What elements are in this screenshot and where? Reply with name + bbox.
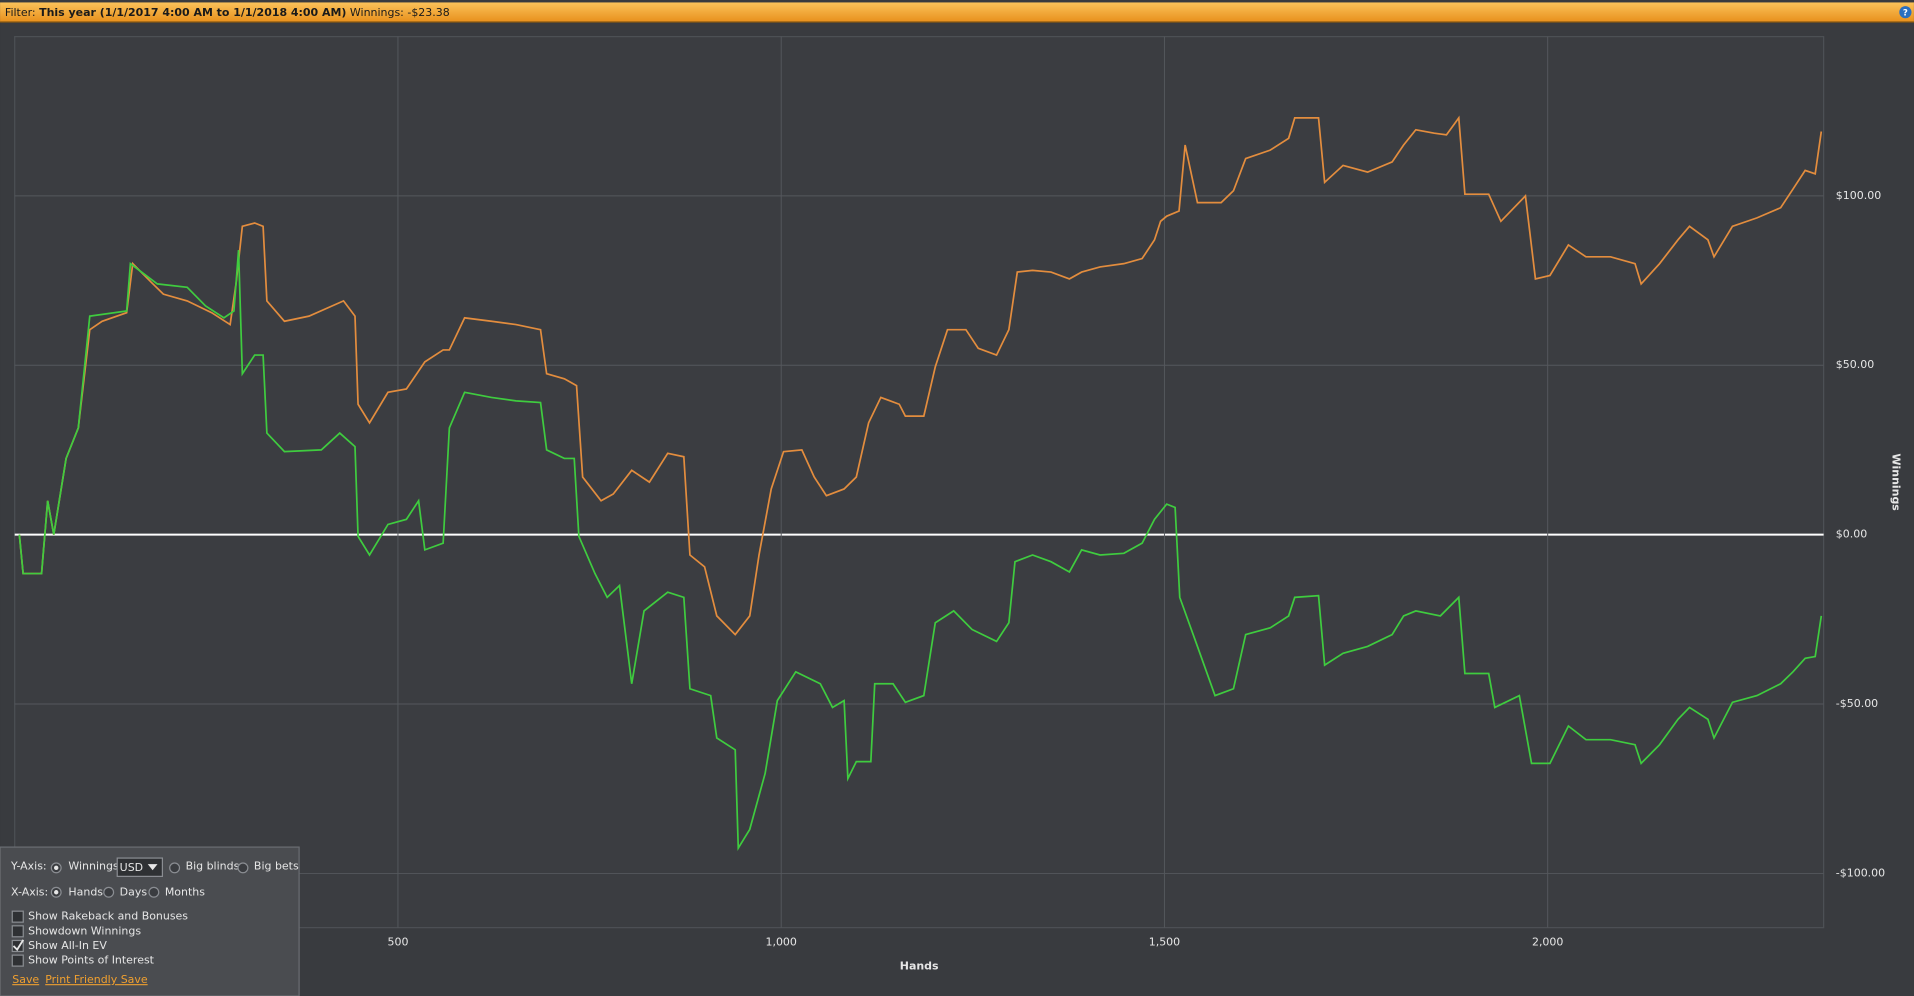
- filter-label: Filter:: [5, 6, 36, 19]
- winnings-label: Winnings:: [350, 6, 404, 19]
- filter-text: Filter: This year (1/1/2017 4:00 AM to 1…: [5, 6, 450, 19]
- currency-value: USD: [120, 861, 143, 874]
- checkbox[interactable]: [11, 939, 24, 953]
- y-axis-option: Winnings: [68, 860, 119, 873]
- radio-dot: [54, 890, 59, 895]
- checkbox-label: Showdown Winnings: [28, 924, 141, 937]
- radio-button[interactable]: [237, 862, 249, 874]
- checkmark: [12, 939, 25, 952]
- y-tick-label: $50.00: [1836, 358, 1874, 371]
- x-axis-label: X-Axis:: [11, 885, 48, 898]
- help-icon[interactable]: [1899, 6, 1912, 19]
- x-tick-label: 1,000: [765, 935, 796, 948]
- radio-dot: [54, 865, 59, 871]
- filter-range: This year (1/1/2017 4:00 AM to 1/1/2018 …: [39, 6, 346, 19]
- x-axis-option: Hands: [68, 885, 103, 898]
- link[interactable]: Print Friendly Save: [45, 973, 148, 986]
- y-tick-label: -$100.00: [1836, 866, 1885, 879]
- radio-button[interactable]: [103, 886, 115, 898]
- y-tick-label: $0.00: [1836, 528, 1867, 541]
- grid: [14, 36, 1824, 928]
- filter-bar: [0, 2, 1914, 22]
- link[interactable]: Save: [12, 973, 39, 986]
- dropdown-arrow: [147, 864, 158, 871]
- checkbox-label: Show All-In EV: [28, 939, 107, 952]
- plot-area: [14, 36, 1825, 929]
- x-axis-option: Days: [120, 885, 148, 898]
- y-axis-title: Winnings: [1890, 453, 1903, 511]
- series-line: [18, 250, 1823, 851]
- y-tick-label: -$50.00: [1836, 697, 1878, 710]
- currency-dropdown[interactable]: [116, 857, 164, 877]
- series-line: [18, 115, 1823, 636]
- x-tick-label: 2,000: [1532, 935, 1563, 948]
- radio-button[interactable]: [169, 862, 181, 874]
- y-tick-label: $100.00: [1836, 189, 1881, 202]
- checkbox[interactable]: [11, 910, 24, 923]
- checkbox[interactable]: [11, 954, 24, 967]
- control-panel: Y-Axis: Winnings USD Big blinds Big bets X-Ax…: [0, 846, 300, 996]
- checkbox[interactable]: [11, 925, 24, 938]
- x-axis-title: Hands: [900, 960, 939, 973]
- winnings-value: -$23.38: [407, 6, 449, 19]
- checkbox-label: Show Rakeback and Bonuses: [28, 910, 188, 923]
- y-axis-option: Big bets: [254, 860, 299, 873]
- x-tick-label: 500: [387, 935, 408, 948]
- y-axis-option: Big blinds: [186, 860, 240, 873]
- help-icon-glyph: ?: [1903, 8, 1908, 18]
- y-axis-label: Y-Axis:: [10, 860, 47, 873]
- lines: [18, 115, 1823, 851]
- radio-button[interactable]: [148, 886, 160, 898]
- x-axis-option: Months: [165, 885, 205, 898]
- x-tick-label: 1,500: [1149, 935, 1180, 948]
- checkbox-label: Show Points of Interest: [28, 954, 155, 967]
